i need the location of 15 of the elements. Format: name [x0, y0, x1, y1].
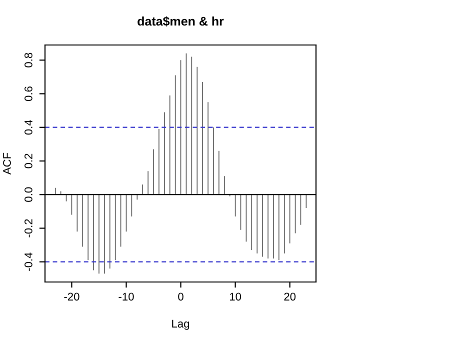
x-tick-label: -10 [118, 292, 134, 301]
y-tick-label: 0.8 [24, 52, 32, 68]
y-tick-label: 0.4 [24, 120, 32, 135]
y-tick-label: -0.2 [24, 219, 32, 238]
chart-title: data$men & hr [138, 16, 224, 26]
x-tick-label: 10 [230, 292, 242, 301]
x-tick-label: 20 [284, 292, 296, 301]
y-tick-label: -0.4 [24, 252, 32, 271]
x-tick-label: -20 [64, 292, 80, 301]
x-tick-label: 0 [178, 292, 184, 301]
y-tick-label: 0.0 [24, 187, 32, 202]
y-tick-label: 0.2 [24, 154, 32, 168]
y-tick-label: 0.6 [24, 86, 32, 102]
x-axis-title: Lag [172, 320, 190, 330]
y-axis-title: ACF [3, 152, 11, 175]
